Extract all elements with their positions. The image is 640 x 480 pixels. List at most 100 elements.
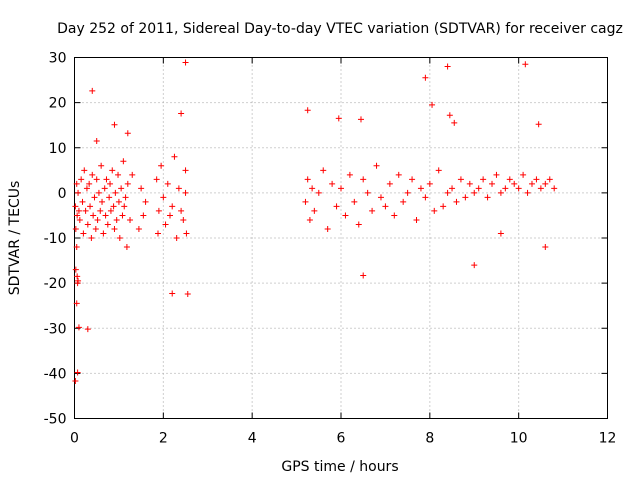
data-point [338,185,344,191]
data-point [400,199,406,205]
data-point [94,176,100,182]
data-point [160,194,166,200]
data-point [418,185,424,191]
y-tick-label: -20 [44,276,67,292]
data-point [120,158,126,164]
data-point [453,199,459,205]
data-point [89,88,95,94]
data-point [125,130,131,136]
data-point [498,230,504,236]
data-point [471,190,477,196]
data-point [347,172,353,178]
data-point [143,199,149,205]
x-tick-label: 2 [159,431,168,447]
data-point [99,199,105,205]
data-point [171,154,177,160]
data-point [476,185,482,191]
y-tick-label: -30 [44,321,67,337]
chart-title: Day 252 of 2011, Sidereal Day-to-day VTE… [57,21,623,37]
data-point [158,163,164,169]
data-point [480,176,486,182]
data-point [108,208,114,214]
data-point [98,163,104,169]
data-point [121,203,127,209]
data-point [351,199,357,205]
data-point [119,212,125,218]
scatter-chart: Day 252 of 2011, Sidereal Day-to-day VTE… [0,0,640,480]
y-tick-label: -10 [44,231,67,247]
y-tick-labels: 30 20 10 0 -10 -20 -30 -40 -50 [44,51,67,428]
data-point [100,230,106,236]
data-point [174,235,180,241]
data-point [358,116,364,122]
data-point [117,235,123,241]
data-point [551,185,557,191]
data-point [493,172,499,178]
data-point [109,167,115,173]
x-tick-label: 4 [248,431,257,447]
x-tick-labels: 0 2 4 6 8 10 12 [70,431,616,447]
data-point [507,176,513,182]
data-point [167,212,173,218]
data-point [124,244,130,250]
data-point [498,190,504,196]
data-point [520,172,526,178]
y-tick-label: 0 [58,186,67,202]
data-point [112,190,118,196]
data-point [378,194,384,200]
data-point [102,185,108,191]
data-point [111,226,117,232]
data-point [106,194,112,200]
data-point [185,291,191,297]
data-point [462,194,468,200]
data-point [154,176,160,182]
data-point [103,176,109,182]
data-point [431,208,437,214]
data-point [91,194,97,200]
data-point [165,181,171,187]
x-tick-label: 8 [425,431,434,447]
data-point [107,181,113,187]
data-point [542,181,548,187]
y-tick-label: 10 [49,141,67,157]
data-point [94,138,100,144]
data-point [127,217,133,223]
data-point [422,75,428,81]
data-point [115,172,121,178]
data-point [387,181,393,187]
data-point [311,208,317,214]
data-point [72,378,78,384]
grid-lines [75,58,608,419]
data-point [405,190,411,196]
data-point [447,112,453,118]
data-point [451,120,457,126]
data-point [329,181,335,187]
data-point [111,203,117,209]
data-point [536,121,542,127]
x-axis-label: GPS time / hours [281,459,398,475]
data-point [178,208,184,214]
data-point [93,226,99,232]
data-point [360,272,366,278]
data-point [88,235,94,241]
data-point [180,217,186,223]
data-point [74,273,80,279]
data-point [78,176,84,182]
data-point [502,185,508,191]
data-point [75,190,81,196]
x-tick-label: 10 [510,431,528,447]
data-point [445,64,451,70]
data-point [103,212,109,218]
data-point [155,230,161,236]
data-point [79,199,85,205]
data-point [77,217,83,223]
data-point [516,185,522,191]
data-point [183,59,189,65]
data-point [118,185,124,191]
data-point [427,181,433,187]
data-point [522,61,528,67]
y-tick-label: -40 [44,366,67,382]
data-point [136,226,142,232]
data-point [83,208,89,214]
data-point [111,122,117,128]
